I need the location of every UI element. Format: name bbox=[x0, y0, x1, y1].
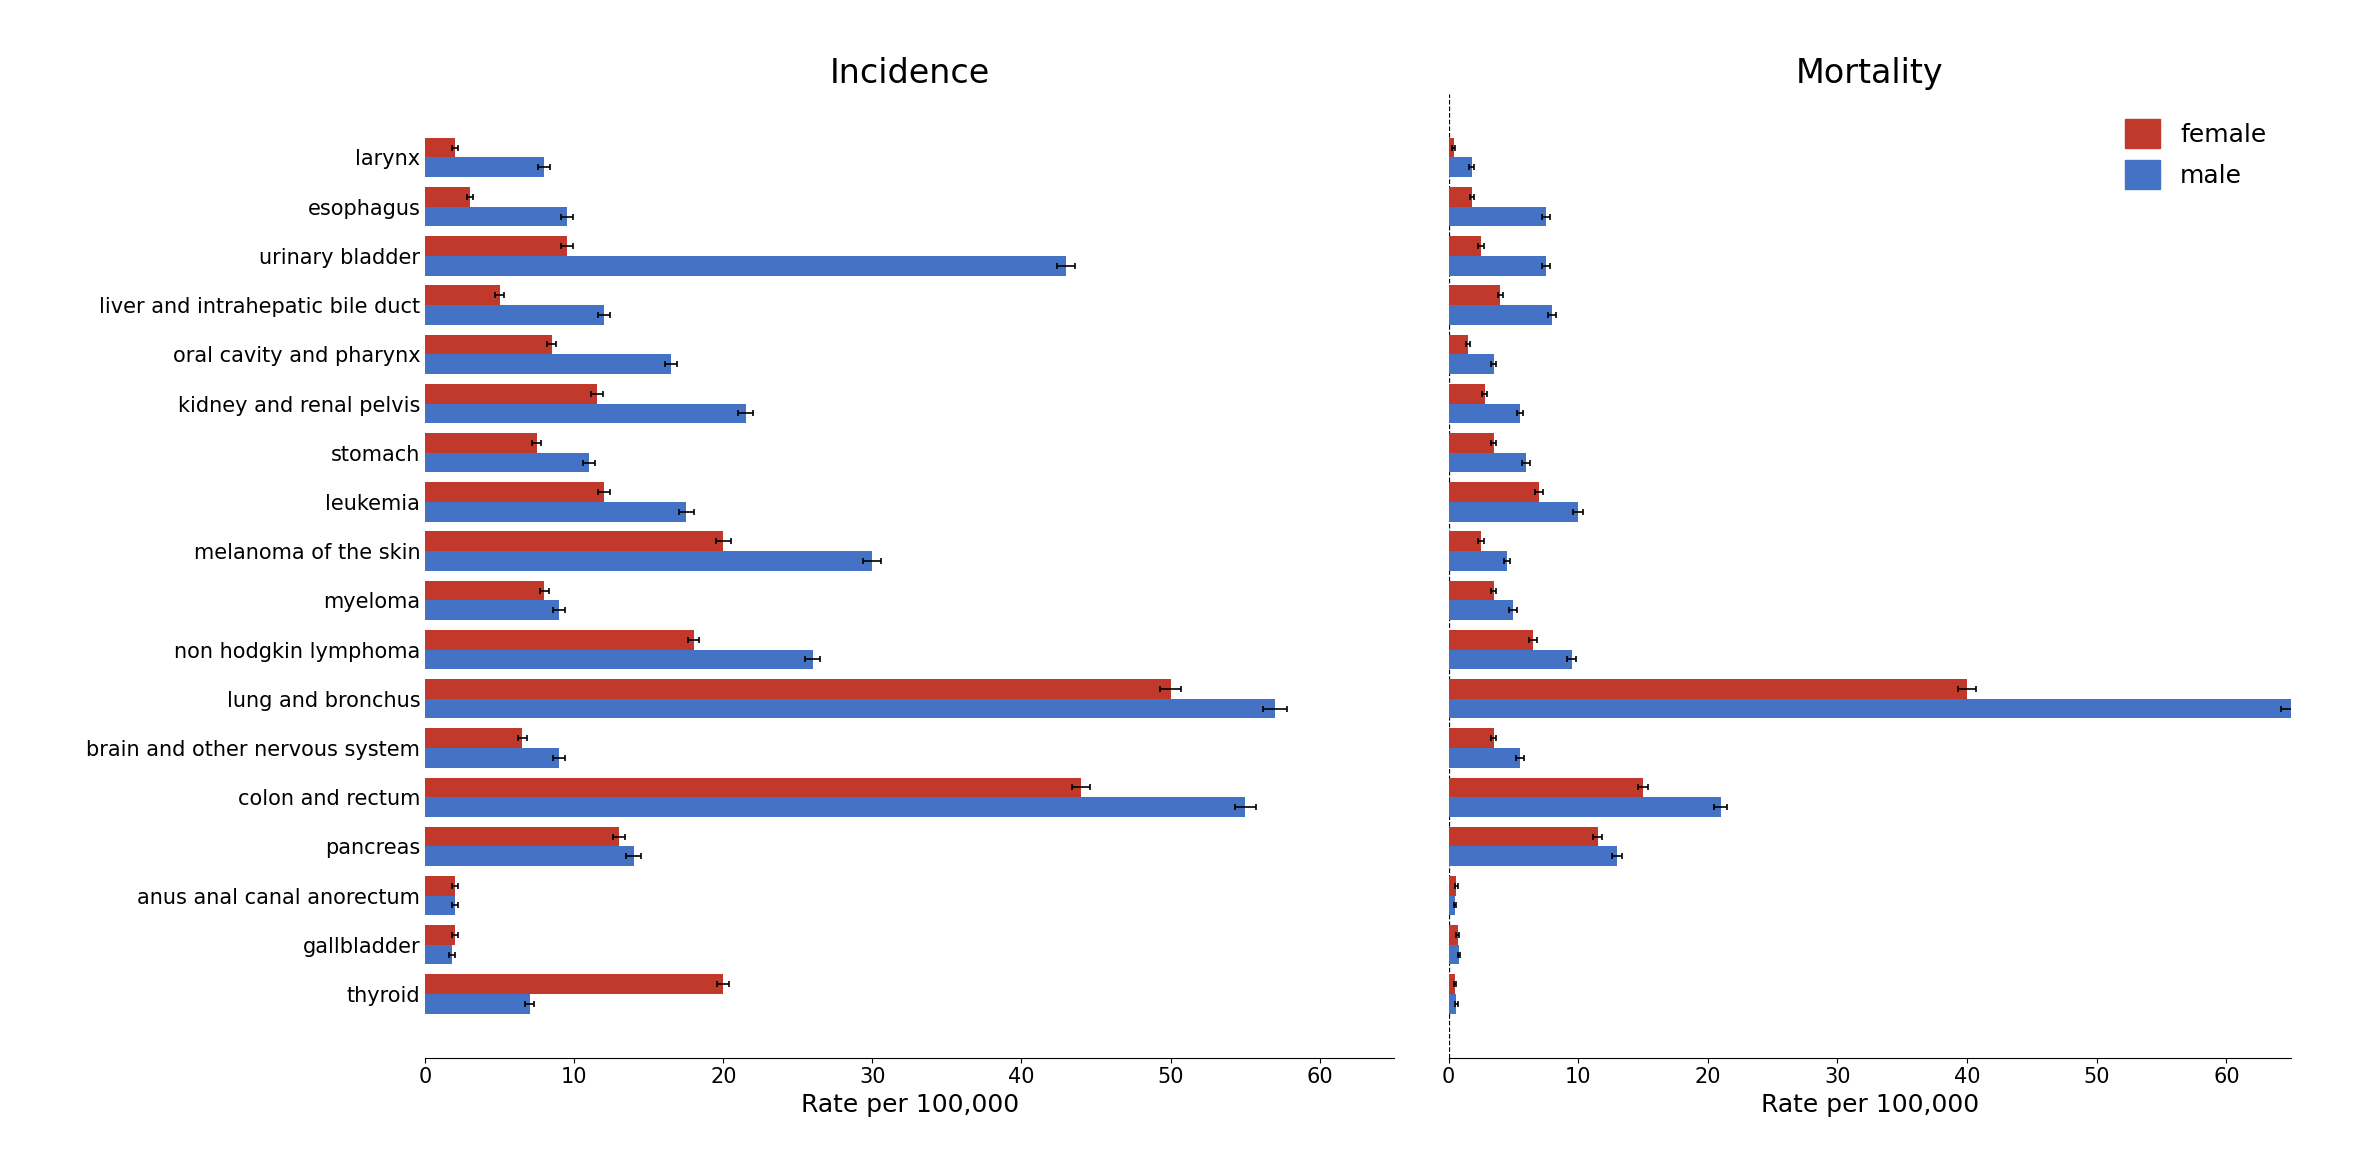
Bar bbox=[1448, 846, 1618, 866]
Bar bbox=[425, 797, 1245, 817]
Bar bbox=[425, 187, 470, 207]
Bar bbox=[425, 580, 543, 600]
Bar bbox=[425, 335, 553, 355]
Bar bbox=[425, 207, 567, 227]
Bar bbox=[1448, 748, 1519, 767]
Bar bbox=[425, 630, 694, 650]
Bar bbox=[425, 384, 598, 403]
Bar bbox=[1448, 875, 1457, 895]
Bar bbox=[425, 551, 872, 571]
Bar bbox=[1448, 630, 1533, 650]
Bar bbox=[425, 600, 560, 620]
Bar bbox=[425, 434, 536, 452]
Bar bbox=[1448, 797, 1722, 817]
Bar bbox=[425, 846, 633, 866]
Bar bbox=[425, 827, 619, 846]
Title: Incidence: Incidence bbox=[829, 56, 990, 90]
Bar bbox=[425, 502, 685, 522]
Bar bbox=[425, 256, 1065, 276]
Bar bbox=[1448, 256, 1545, 276]
Bar bbox=[1448, 335, 1467, 355]
Bar bbox=[1448, 974, 1455, 994]
Bar bbox=[1448, 207, 1545, 227]
Bar bbox=[1448, 355, 1493, 374]
Bar bbox=[425, 778, 1082, 797]
Bar bbox=[1448, 137, 1453, 157]
Bar bbox=[1448, 778, 1644, 797]
Bar bbox=[1448, 551, 1507, 571]
Bar bbox=[1448, 580, 1493, 600]
Bar bbox=[1448, 925, 1457, 945]
Bar bbox=[1448, 157, 1472, 177]
Bar bbox=[425, 137, 456, 157]
Bar bbox=[425, 699, 1275, 718]
X-axis label: Rate per 100,000: Rate per 100,000 bbox=[801, 1093, 1018, 1116]
Bar bbox=[1448, 403, 1519, 423]
Bar bbox=[1448, 600, 1514, 620]
Bar bbox=[425, 482, 605, 502]
Bar bbox=[1448, 502, 1578, 522]
Bar bbox=[425, 728, 522, 748]
Bar bbox=[1448, 650, 1571, 670]
Bar bbox=[1448, 728, 1493, 748]
Bar bbox=[1448, 482, 1540, 502]
X-axis label: Rate per 100,000: Rate per 100,000 bbox=[1760, 1093, 1979, 1116]
Title: Mortality: Mortality bbox=[1795, 56, 1944, 90]
Legend: female, male: female, male bbox=[2112, 107, 2279, 202]
Bar bbox=[1448, 699, 2291, 718]
Bar bbox=[1448, 286, 1500, 306]
Bar bbox=[1448, 434, 1493, 452]
Bar bbox=[425, 355, 671, 374]
Bar bbox=[425, 452, 588, 472]
Bar bbox=[425, 945, 451, 965]
Bar bbox=[1448, 306, 1552, 324]
Bar bbox=[425, 157, 543, 177]
Bar bbox=[1448, 384, 1486, 403]
Bar bbox=[1448, 895, 1455, 915]
Bar bbox=[425, 236, 567, 256]
Bar bbox=[425, 531, 723, 551]
Bar bbox=[1448, 827, 1597, 846]
Bar bbox=[1448, 236, 1481, 256]
Bar bbox=[425, 403, 746, 423]
Bar bbox=[425, 994, 529, 1014]
Bar bbox=[1448, 945, 1460, 965]
Bar bbox=[1448, 187, 1472, 207]
Bar bbox=[1448, 452, 1526, 472]
Bar bbox=[1448, 679, 1968, 699]
Bar bbox=[425, 286, 501, 306]
Bar bbox=[425, 925, 456, 945]
Bar bbox=[425, 895, 456, 915]
Bar bbox=[1448, 531, 1481, 551]
Bar bbox=[425, 875, 456, 895]
Bar bbox=[425, 974, 723, 994]
Bar bbox=[425, 306, 605, 324]
Bar bbox=[425, 748, 560, 767]
Bar bbox=[425, 679, 1172, 699]
Bar bbox=[1448, 994, 1457, 1014]
Bar bbox=[425, 650, 813, 670]
